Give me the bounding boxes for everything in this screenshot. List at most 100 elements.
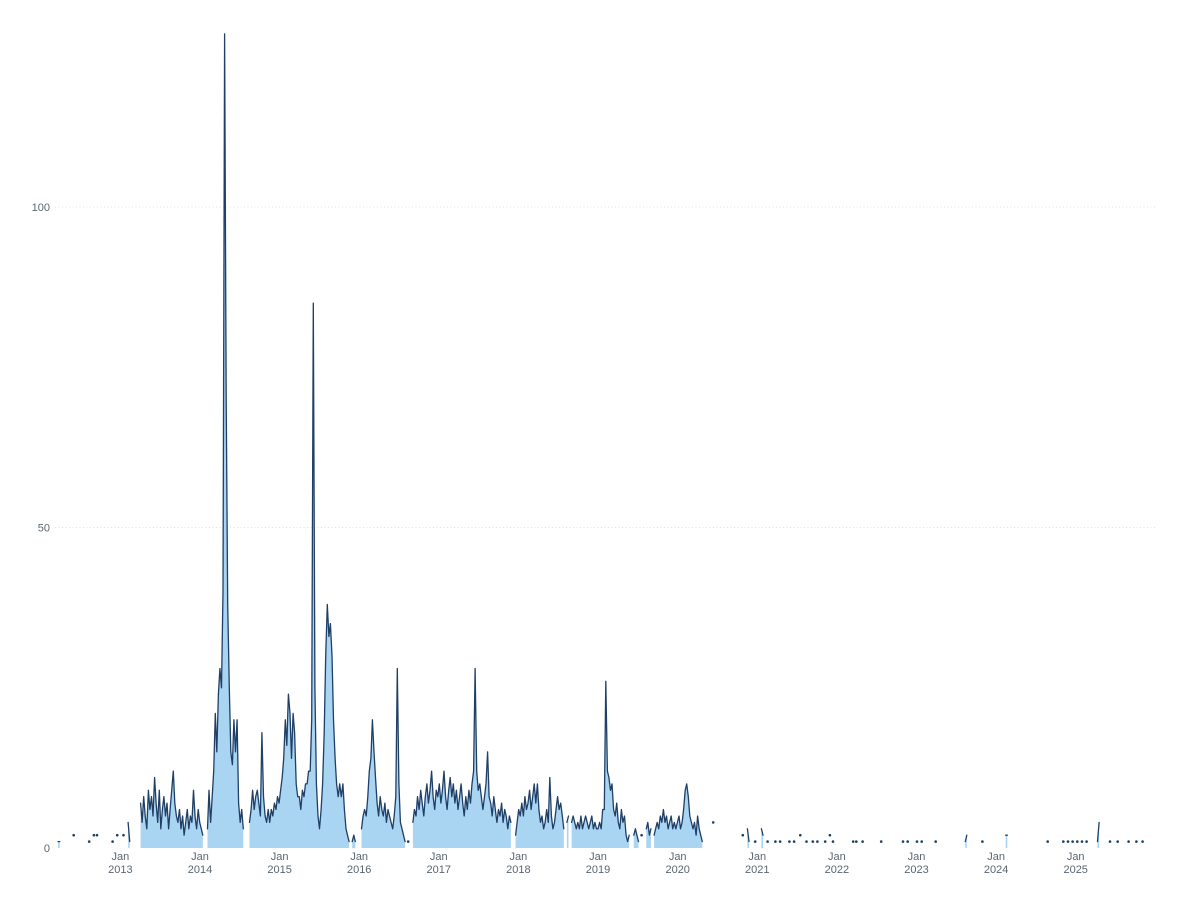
point-marker: [95, 833, 99, 837]
point-marker: [741, 833, 745, 837]
point-marker: [823, 840, 827, 843]
point-marker: [788, 840, 791, 843]
y-axis-labels: 0 50 100: [32, 202, 50, 855]
line-segment: [351, 834, 356, 843]
x-tick-label-year: 2024: [984, 864, 1008, 876]
x-tick-label-month: Jan: [112, 851, 130, 863]
point-marker: [1127, 840, 1130, 843]
point-marker: [406, 840, 410, 843]
x-axis-labels: Jan2013Jan2014Jan2015Jan2016Jan2017Jan20…: [108, 851, 1088, 876]
x-tick-label-year: 2019: [586, 864, 610, 876]
x-tick-label-year: 2020: [665, 864, 689, 876]
point-marker: [1071, 840, 1074, 843]
point-marker: [1108, 840, 1112, 843]
area-segment: [58, 841, 60, 848]
point-marker: [906, 840, 909, 843]
point-marker: [851, 840, 855, 843]
x-tick-label-month: Jan: [669, 851, 687, 863]
line-segment: [570, 680, 630, 843]
line-segment: [645, 821, 652, 836]
line-segment: [746, 828, 750, 843]
point-marker: [855, 840, 858, 843]
point-marker: [753, 840, 757, 843]
x-tick-label-year: 2021: [745, 864, 769, 876]
point-marker: [1116, 840, 1119, 843]
point-marker: [805, 840, 808, 843]
point-marker: [1080, 840, 1084, 843]
point-marker: [72, 833, 75, 837]
y-tick-label: 0: [44, 843, 50, 855]
x-tick-label-year: 2015: [267, 864, 291, 876]
point-marker: [901, 840, 905, 843]
point-marker: [778, 840, 782, 843]
line-segment: [514, 776, 565, 836]
line-segment: [139, 770, 204, 836]
point-marker: [1135, 840, 1138, 843]
point-marker: [934, 840, 937, 843]
area-segment: [412, 668, 511, 848]
x-tick-label-year: 2025: [1063, 864, 1087, 876]
area-segment: [515, 777, 564, 848]
point-marker: [828, 833, 832, 837]
x-tick-label-year: 2016: [347, 864, 371, 876]
point-marker: [792, 840, 796, 843]
x-tick-label-month: Jan: [350, 851, 368, 863]
area-segment: [361, 668, 406, 848]
area-segment: [140, 771, 203, 848]
area-segment: [633, 828, 639, 848]
point-marker: [122, 833, 125, 837]
point-marker: [1076, 840, 1079, 843]
line-segment: [360, 667, 406, 843]
point-marker: [816, 840, 819, 843]
point-marker: [1085, 840, 1088, 843]
line-segment: [964, 834, 968, 843]
point-marker: [799, 833, 802, 837]
area-segment: [566, 816, 569, 848]
point-marker: [115, 833, 119, 837]
x-tick-label-month: Jan: [510, 851, 528, 863]
x-tick-label-month: Jan: [828, 851, 846, 863]
point-marker: [1066, 840, 1070, 843]
line-segment: [412, 667, 512, 830]
point-marker: [111, 840, 114, 843]
gridlines: [55, 206, 1156, 528]
y-tick-label: 50: [38, 523, 50, 535]
line-segment: [760, 828, 764, 836]
x-tick-label-year: 2022: [825, 864, 849, 876]
point-marker: [1062, 840, 1065, 843]
area-segment: [249, 303, 350, 849]
area-segment: [207, 33, 244, 848]
point-marker: [774, 840, 777, 843]
x-tick-label-year: 2017: [427, 864, 451, 876]
y-tick-label: 100: [32, 202, 50, 214]
point-marker: [1141, 840, 1144, 843]
point-marker: [981, 840, 984, 843]
x-tick-label-month: Jan: [430, 851, 448, 863]
point-marker: [640, 833, 643, 837]
line-segment: [248, 302, 350, 843]
x-tick-label-month: Jan: [748, 851, 766, 863]
line-segment: [127, 821, 131, 843]
x-tick-label-month: Jan: [987, 851, 1005, 863]
point-marker: [766, 840, 769, 843]
x-tick-label-month: Jan: [1067, 851, 1085, 863]
point-marker: [92, 833, 96, 837]
point-marker: [1046, 840, 1049, 843]
x-tick-label-year: 2023: [904, 864, 928, 876]
series-area: [57, 33, 1144, 849]
x-tick-label-month: Jan: [908, 851, 926, 863]
line-segment: [653, 783, 703, 843]
point-marker: [831, 840, 835, 843]
x-tick-label-month: Jan: [191, 851, 209, 863]
line-segment: [1096, 821, 1100, 843]
line-segment: [206, 33, 244, 830]
point-marker: [915, 840, 919, 843]
point-marker: [861, 840, 864, 843]
line-segment: [633, 828, 640, 843]
area-segment: [646, 822, 651, 848]
point-marker: [879, 840, 883, 843]
x-tick-label-year: 2014: [188, 864, 212, 876]
point-marker: [811, 840, 815, 843]
